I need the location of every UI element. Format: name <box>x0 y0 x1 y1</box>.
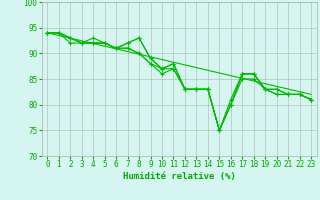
X-axis label: Humidité relative (%): Humidité relative (%) <box>123 172 236 181</box>
